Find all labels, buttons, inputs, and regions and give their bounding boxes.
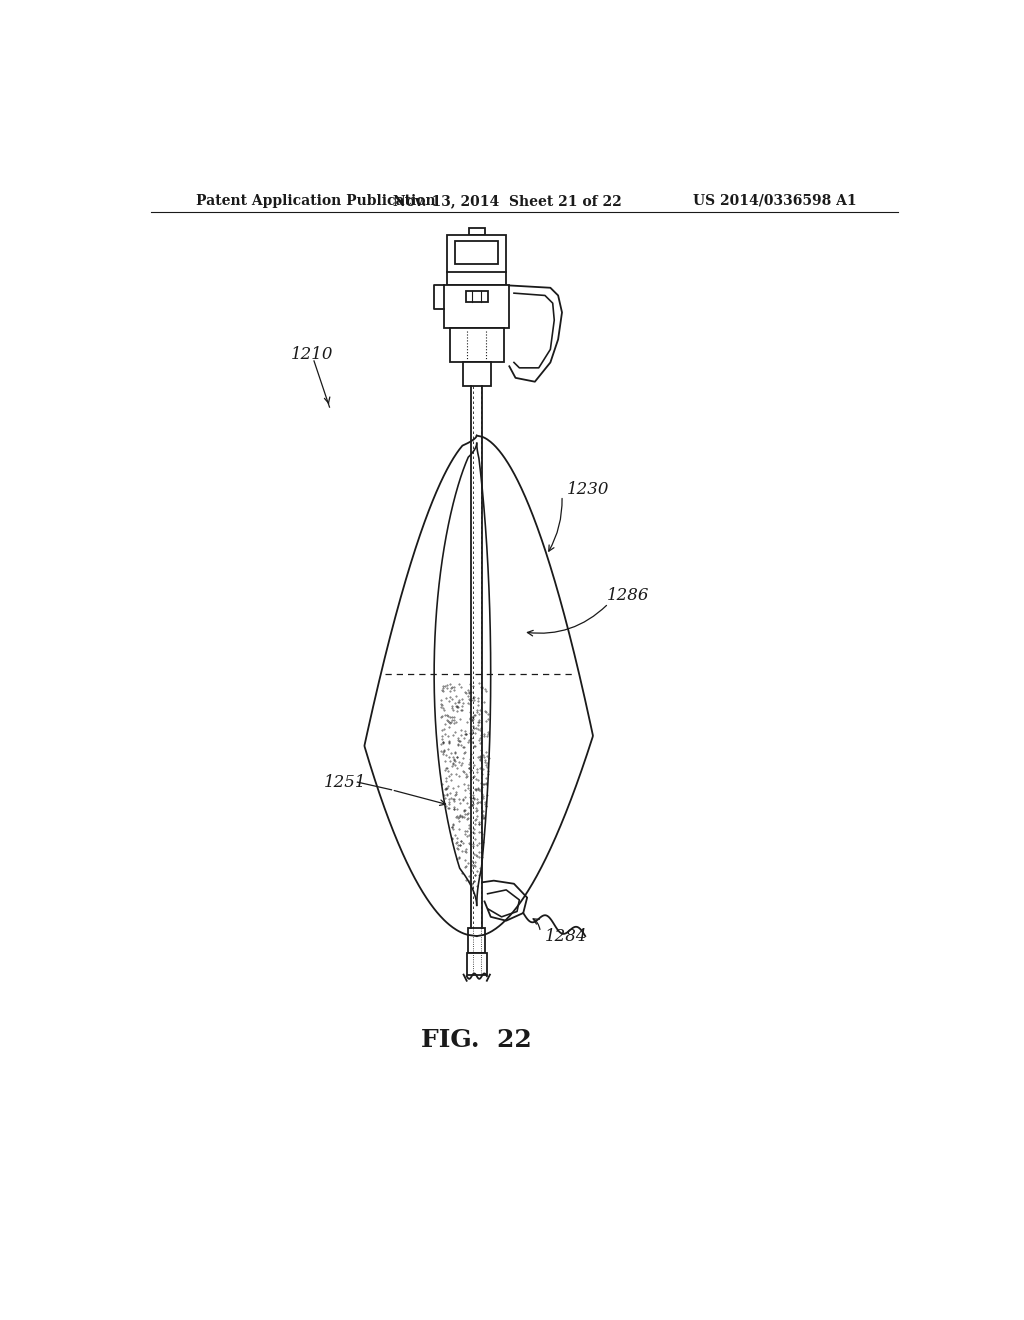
- Text: 1284: 1284: [545, 928, 588, 945]
- Bar: [466, 290, 487, 302]
- Text: Nov. 13, 2014  Sheet 21 of 22: Nov. 13, 2014 Sheet 21 of 22: [393, 194, 623, 207]
- Bar: [447, 235, 506, 285]
- Text: US 2014/0336598 A1: US 2014/0336598 A1: [693, 194, 856, 207]
- Text: Patent Application Publication: Patent Application Publication: [197, 194, 436, 207]
- Text: 1230: 1230: [566, 480, 609, 498]
- Bar: [455, 240, 499, 264]
- Text: FIG.  22: FIG. 22: [421, 1028, 532, 1052]
- Text: 1286: 1286: [607, 587, 649, 605]
- Bar: [469, 227, 484, 235]
- Bar: [450, 327, 504, 363]
- Text: 1210: 1210: [291, 346, 333, 363]
- Text: 1251: 1251: [324, 774, 367, 791]
- Bar: [467, 953, 486, 974]
- Bar: [463, 363, 490, 385]
- Bar: [444, 285, 509, 327]
- Bar: [468, 928, 485, 953]
